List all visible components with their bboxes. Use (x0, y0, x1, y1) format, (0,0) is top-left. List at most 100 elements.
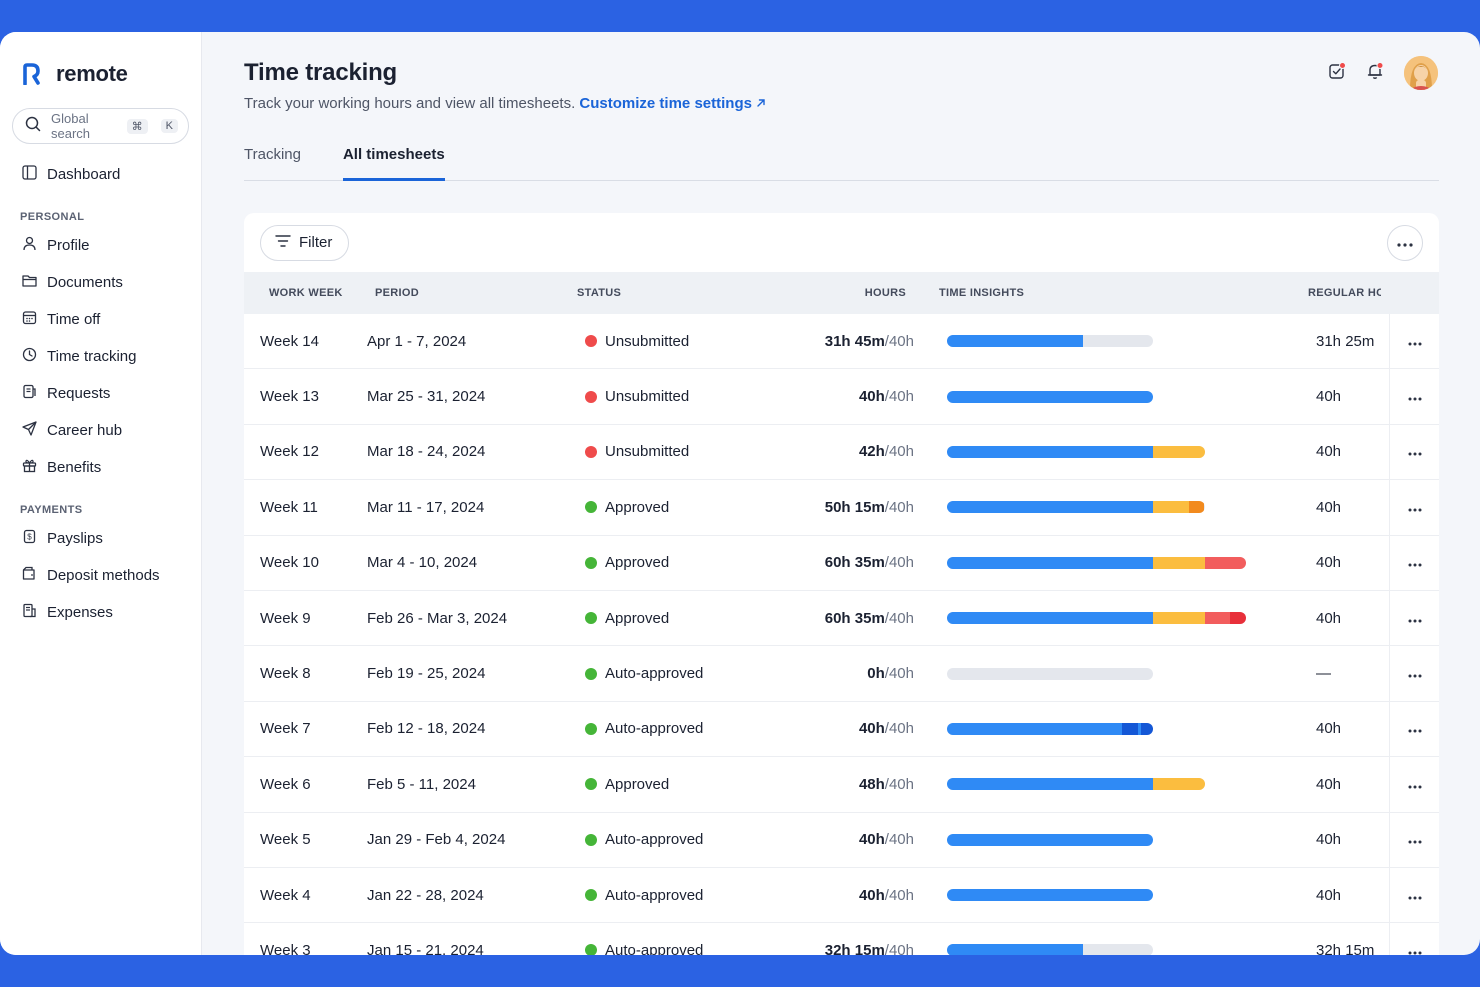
bell-icon[interactable] (1366, 61, 1384, 85)
sidebar-item-time-tracking[interactable]: Time tracking (12, 338, 189, 375)
table-row[interactable]: Week 14 Apr 1 - 7, 2024 Unsubmitted 31h … (244, 314, 1439, 370)
row-more-button[interactable] (1408, 333, 1422, 350)
column-header-regular-hours[interactable]: REGULAR HO (1308, 287, 1381, 299)
tab-tracking[interactable]: Tracking (244, 146, 301, 163)
status-dot-icon (585, 833, 597, 846)
sidebar-item-payslips[interactable]: $ Payslips (12, 520, 189, 557)
table-row[interactable]: Week 10 Mar 4 - 10, 2024 Approved 60h 35… (244, 535, 1439, 591)
hours-target: /40h (884, 388, 914, 406)
cell-period: Jan 22 - 28, 2024 (367, 886, 484, 904)
time-insights-bar (947, 390, 1153, 403)
tab-all-timesheets[interactable]: All timesheets (342, 141, 445, 181)
shortcut-key-k: K (160, 119, 178, 133)
table-row[interactable]: Week 13 Mar 25 - 31, 2024 Unsubmitted 40… (244, 369, 1439, 425)
sidebar-item-deposit-methods[interactable]: Deposit methods (12, 557, 189, 594)
sidebar-item-benefits[interactable]: Benefits (12, 449, 189, 486)
status-label: Approved (605, 775, 670, 793)
hours-target: /40h (884, 886, 914, 904)
more-horizontal-icon (1408, 896, 1421, 900)
nav-section-payments: PAYMENTS (20, 504, 83, 516)
time-insights-segment (1137, 722, 1141, 735)
time-insights-segment (947, 556, 1153, 569)
column-header-hours[interactable]: HOURS (864, 287, 906, 299)
cell-status: Approved (585, 554, 791, 571)
table-row[interactable]: Week 6 Feb 5 - 11, 2024 Approved 48h/40h… (244, 757, 1439, 813)
sidebar-item-requests[interactable]: Requests (12, 375, 189, 412)
cell-work-week: Week 9 (260, 609, 311, 627)
row-more-button[interactable] (1408, 499, 1422, 516)
row-more-button[interactable] (1408, 720, 1422, 737)
status-label: Auto-approved (605, 665, 704, 683)
cell-status: Approved (585, 776, 791, 793)
main-content: Time tracking Track your working hours a… (202, 32, 1480, 955)
row-more-button[interactable] (1408, 665, 1422, 682)
status-label: Approved (605, 498, 670, 516)
global-search[interactable]: Global search ⌘ K (12, 108, 189, 144)
row-more-button[interactable] (1408, 388, 1422, 405)
time-insights-segment (947, 833, 1153, 846)
row-actions (1389, 812, 1439, 867)
table-row[interactable]: Week 4 Jan 22 - 28, 2024 Auto-approved 4… (244, 867, 1439, 924)
sidebar-item-dashboard[interactable]: Dashboard (12, 156, 189, 193)
row-actions (1389, 480, 1439, 535)
table-row[interactable]: Week 12 Mar 18 - 24, 2024 Unsubmitted 42… (244, 424, 1439, 481)
sidebar-item-profile[interactable]: Profile (12, 227, 189, 264)
table-row[interactable]: Week 7 Feb 12 - 18, 2024 Auto-approved 4… (244, 701, 1439, 758)
row-more-button[interactable] (1408, 610, 1422, 627)
row-more-button[interactable] (1408, 831, 1422, 848)
cell-regular-hours: — (1316, 665, 1331, 683)
brand-name: remote (56, 61, 128, 86)
time-insights-segment (1230, 612, 1246, 625)
row-more-button[interactable] (1408, 443, 1422, 460)
customize-time-settings-link[interactable]: Customize time settings (579, 95, 766, 112)
cell-hours: 50h 15m/40h (791, 499, 947, 516)
cell-hours: 40h/40h (791, 720, 947, 737)
row-more-button[interactable] (1408, 887, 1422, 904)
cell-work-week: Week 12 (260, 443, 319, 461)
cell-status: Auto-approved (585, 887, 791, 904)
table-more-button[interactable] (1387, 224, 1423, 261)
cell-regular-hours: 40h (1316, 831, 1342, 849)
brand[interactable]: remote (12, 32, 189, 116)
dashboard-icon (22, 165, 37, 184)
time-insights-bar (947, 335, 1153, 348)
page-title: Time tracking (244, 59, 398, 86)
search-input[interactable]: Global search (51, 111, 91, 141)
time-insights-segment (1204, 612, 1231, 625)
tabs: Tracking All timesheets (244, 141, 1439, 181)
column-header-work-week[interactable]: WORK WEEK (269, 287, 343, 299)
sidebar-item-career-hub[interactable]: Career hub (12, 412, 189, 449)
gift-icon (22, 458, 37, 477)
column-header-status[interactable]: STATUS (577, 287, 622, 299)
cell-status: Auto-approved (585, 942, 791, 955)
sidebar-item-label: Profile (47, 237, 90, 254)
more-horizontal-icon (1408, 452, 1421, 456)
row-more-button[interactable] (1408, 942, 1422, 955)
table-row[interactable]: Week 9 Feb 26 - Mar 3, 2024 Approved 60h… (244, 590, 1439, 647)
column-header-time-insights[interactable]: TIME INSIGHTS (939, 287, 1025, 299)
cell-period: Feb 12 - 18, 2024 (367, 720, 486, 738)
row-more-button[interactable] (1408, 776, 1422, 793)
hours-logged: 60h 35m (824, 609, 885, 627)
sidebar-item-expenses[interactable]: Expenses (12, 594, 189, 631)
column-header-period[interactable]: PERIOD (375, 287, 419, 299)
table-row[interactable]: Week 3 Jan 15 - 21, 2024 Auto-approved 3… (244, 923, 1439, 955)
sidebar-item-label: Requests (47, 385, 111, 402)
row-more-button[interactable] (1408, 554, 1422, 571)
table-row[interactable]: Week 5 Jan 29 - Feb 4, 2024 Auto-approve… (244, 812, 1439, 868)
cell-period: Mar 11 - 17, 2024 (367, 498, 485, 516)
table-toolbar: Filter (244, 213, 1439, 272)
sidebar-item-documents[interactable]: Documents (12, 264, 189, 301)
cell-regular-hours: 40h (1316, 720, 1342, 738)
cell-time-insights (947, 667, 1316, 680)
time-insights-bar (947, 445, 1205, 458)
table-row[interactable]: Week 11 Mar 11 - 17, 2024 Approved 50h 1… (244, 480, 1439, 536)
hours-logged: 40h (858, 720, 885, 738)
avatar[interactable] (1404, 56, 1438, 90)
filter-button[interactable]: Filter (260, 224, 350, 261)
sidebar-item-time-off[interactable]: Time off (12, 301, 189, 338)
wallet-icon (22, 566, 37, 585)
task-check-icon[interactable] (1328, 61, 1346, 85)
table-row[interactable]: Week 8 Feb 19 - 25, 2024 Auto-approved 0… (244, 646, 1439, 702)
cell-status: Unsubmitted (585, 333, 791, 350)
